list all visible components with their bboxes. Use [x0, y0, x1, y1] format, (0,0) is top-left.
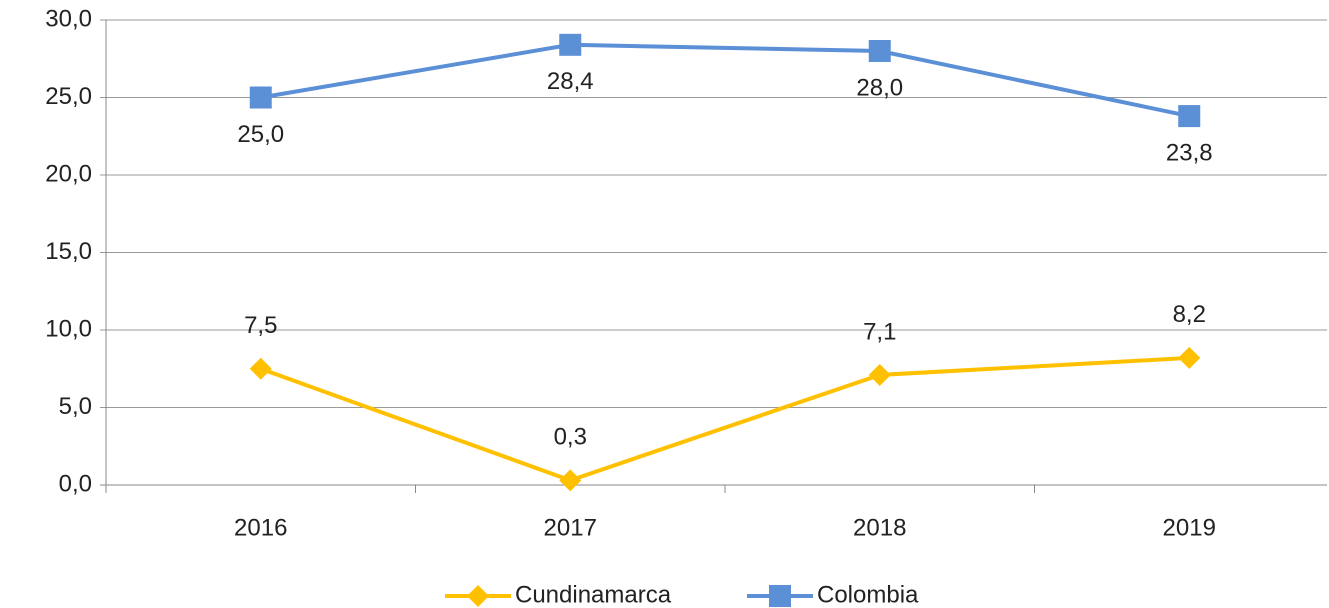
- data-label: 0,3: [554, 424, 587, 451]
- y-tick-label: 20,0: [45, 160, 92, 187]
- y-tick-label: 30,0: [45, 5, 92, 32]
- marker: [249, 357, 272, 380]
- y-tick-label: 0,0: [59, 470, 92, 497]
- x-tick-label: 2019: [1163, 514, 1216, 541]
- y-tick-label: 25,0: [45, 83, 92, 110]
- x-tick-label: 2018: [853, 514, 906, 541]
- marker: [868, 40, 891, 62]
- data-label: 28,0: [856, 74, 903, 101]
- marker: [559, 469, 582, 492]
- data-label: 7,5: [244, 312, 277, 339]
- y-tick-label: 5,0: [59, 393, 92, 420]
- marker: [868, 363, 891, 386]
- marker: [249, 86, 272, 109]
- series-line: [260, 42, 1190, 119]
- legend-marker: [467, 585, 489, 607]
- y-tick-label: 10,0: [45, 315, 92, 342]
- y-tick-label: 15,0: [45, 238, 92, 265]
- legend-label: Colombia: [817, 581, 919, 608]
- data-label: 25,0: [237, 121, 284, 148]
- marker: [1178, 346, 1201, 369]
- legend-marker: [769, 585, 791, 607]
- x-tick-label: 2016: [234, 514, 287, 541]
- data-label: 8,2: [1173, 301, 1206, 328]
- data-label: 28,4: [547, 68, 594, 95]
- marker: [1178, 105, 1201, 128]
- series-line: [260, 355, 1190, 483]
- data-label: 23,8: [1166, 139, 1213, 166]
- data-label: 7,1: [863, 318, 896, 345]
- legend-label: Cundinamarca: [515, 581, 672, 608]
- x-tick-label: 2017: [544, 514, 597, 541]
- marker: [559, 33, 582, 56]
